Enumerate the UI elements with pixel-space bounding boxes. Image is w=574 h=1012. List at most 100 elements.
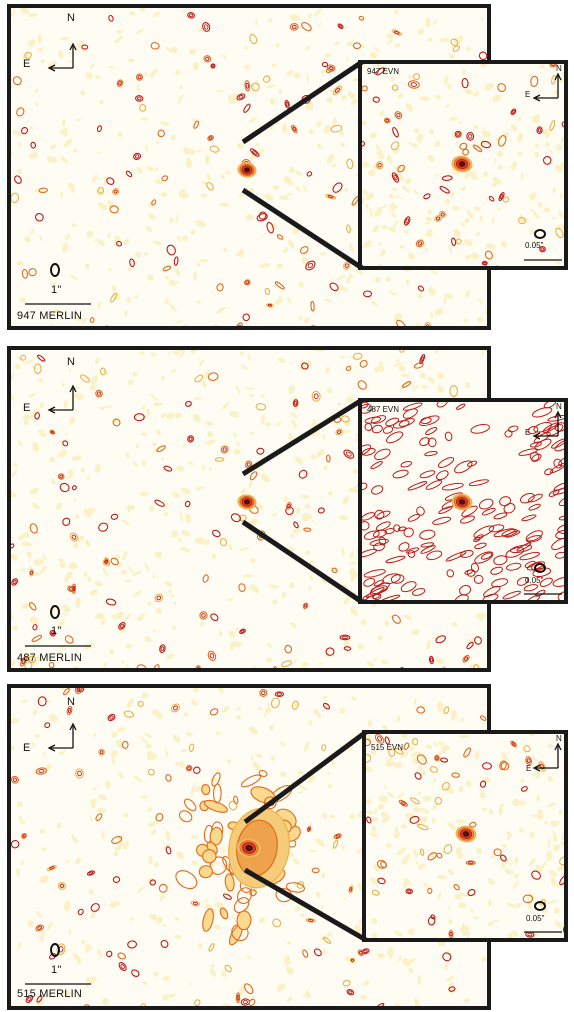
noise-contour <box>335 834 340 838</box>
noise-contour <box>284 99 290 109</box>
faint-noise <box>520 172 524 181</box>
noise-contour <box>184 500 191 508</box>
faint-noise <box>410 751 421 757</box>
noise-contour <box>520 786 528 792</box>
noise-contour <box>98 748 105 756</box>
faint-noise <box>329 89 334 92</box>
faint-noise <box>136 84 140 93</box>
faint-noise <box>481 350 485 358</box>
faint-noise <box>152 574 156 579</box>
faint-noise <box>398 365 405 372</box>
noise-contour <box>39 669 49 672</box>
noise-contour <box>188 436 193 441</box>
noise-contour <box>301 22 312 32</box>
faint-noise <box>451 167 460 176</box>
noise-contour <box>129 258 135 268</box>
faint-noise <box>130 1008 138 1010</box>
noise-contour <box>385 417 400 427</box>
faint-noise <box>275 421 282 427</box>
noise-contour <box>405 218 409 224</box>
faint-noise <box>246 955 252 960</box>
faint-noise <box>190 834 198 840</box>
noise-contour <box>530 75 539 87</box>
faint-noise <box>170 369 177 373</box>
faint-noise <box>373 862 381 872</box>
faint-noise <box>97 151 102 154</box>
noise-contour <box>199 611 208 620</box>
noise-contour <box>96 125 102 133</box>
noise-contour <box>436 470 449 481</box>
noise-contour <box>480 140 491 149</box>
faint-noise <box>127 58 135 63</box>
noise-contour <box>446 569 455 578</box>
faint-noise <box>443 328 448 330</box>
faint-noise <box>288 166 295 174</box>
faint-noise <box>91 174 98 184</box>
faint-noise <box>534 151 540 158</box>
faint-noise <box>24 236 31 243</box>
faint-noise <box>35 910 42 917</box>
faint-noise <box>199 359 204 367</box>
faint-noise <box>13 8 16 15</box>
noise-contour <box>207 650 217 661</box>
noise-contour <box>511 742 516 746</box>
evn-source-label: 515 EVN <box>371 743 404 752</box>
faint-noise <box>74 514 80 519</box>
noise-contour <box>134 154 140 159</box>
noise-contour <box>536 126 543 135</box>
faint-noise <box>114 611 124 620</box>
noise-contour <box>420 545 436 554</box>
noise-contour <box>483 261 487 265</box>
noise-contour <box>210 613 219 622</box>
noise-contour <box>188 13 194 18</box>
faint-noise <box>60 156 69 164</box>
noise-contour <box>558 515 564 521</box>
faint-noise <box>168 352 171 356</box>
noise-contour <box>521 514 537 522</box>
faint-noise <box>443 293 447 304</box>
faint-noise <box>199 259 209 263</box>
noise-contour <box>73 329 78 330</box>
noise-contour <box>464 569 473 575</box>
noise-contour <box>439 186 450 194</box>
noise-contour <box>113 1008 120 1010</box>
faint-noise <box>289 361 293 365</box>
faint-noise <box>399 245 405 249</box>
faint-noise <box>156 916 163 924</box>
noise-contour <box>359 359 368 368</box>
faint-noise <box>63 399 68 409</box>
faint-noise <box>210 964 215 968</box>
faint-noise <box>215 89 224 93</box>
faint-noise <box>160 457 165 461</box>
faint-noise <box>180 547 191 553</box>
noise-contour <box>62 517 71 526</box>
noise-contour <box>66 705 73 716</box>
noise-contour <box>564 229 568 237</box>
north-arrowhead-icon <box>554 410 562 419</box>
noise-contour <box>454 594 469 600</box>
faint-noise <box>483 171 489 178</box>
faint-noise <box>343 595 351 606</box>
noise-contour <box>152 664 160 668</box>
noise-contour <box>435 216 441 221</box>
faint-noise <box>452 205 460 211</box>
noise-contour <box>366 754 372 763</box>
faint-noise <box>190 785 195 796</box>
noise-contour <box>276 234 284 240</box>
noise-contour <box>372 592 382 600</box>
noise-contour <box>136 664 148 668</box>
noise-contour <box>544 468 554 476</box>
faint-noise <box>435 657 445 664</box>
faint-noise <box>458 786 464 793</box>
faint-noise <box>32 709 38 716</box>
noise-contour <box>377 163 382 168</box>
faint-noise <box>152 442 157 447</box>
faint-noise <box>550 150 554 154</box>
faint-noise <box>510 161 518 171</box>
extended-emission <box>224 873 235 892</box>
noise-contour <box>311 867 320 874</box>
faint-noise <box>221 1003 231 1006</box>
noise-contour <box>441 782 450 791</box>
faint-noise <box>426 640 431 650</box>
faint-noise <box>417 975 422 986</box>
